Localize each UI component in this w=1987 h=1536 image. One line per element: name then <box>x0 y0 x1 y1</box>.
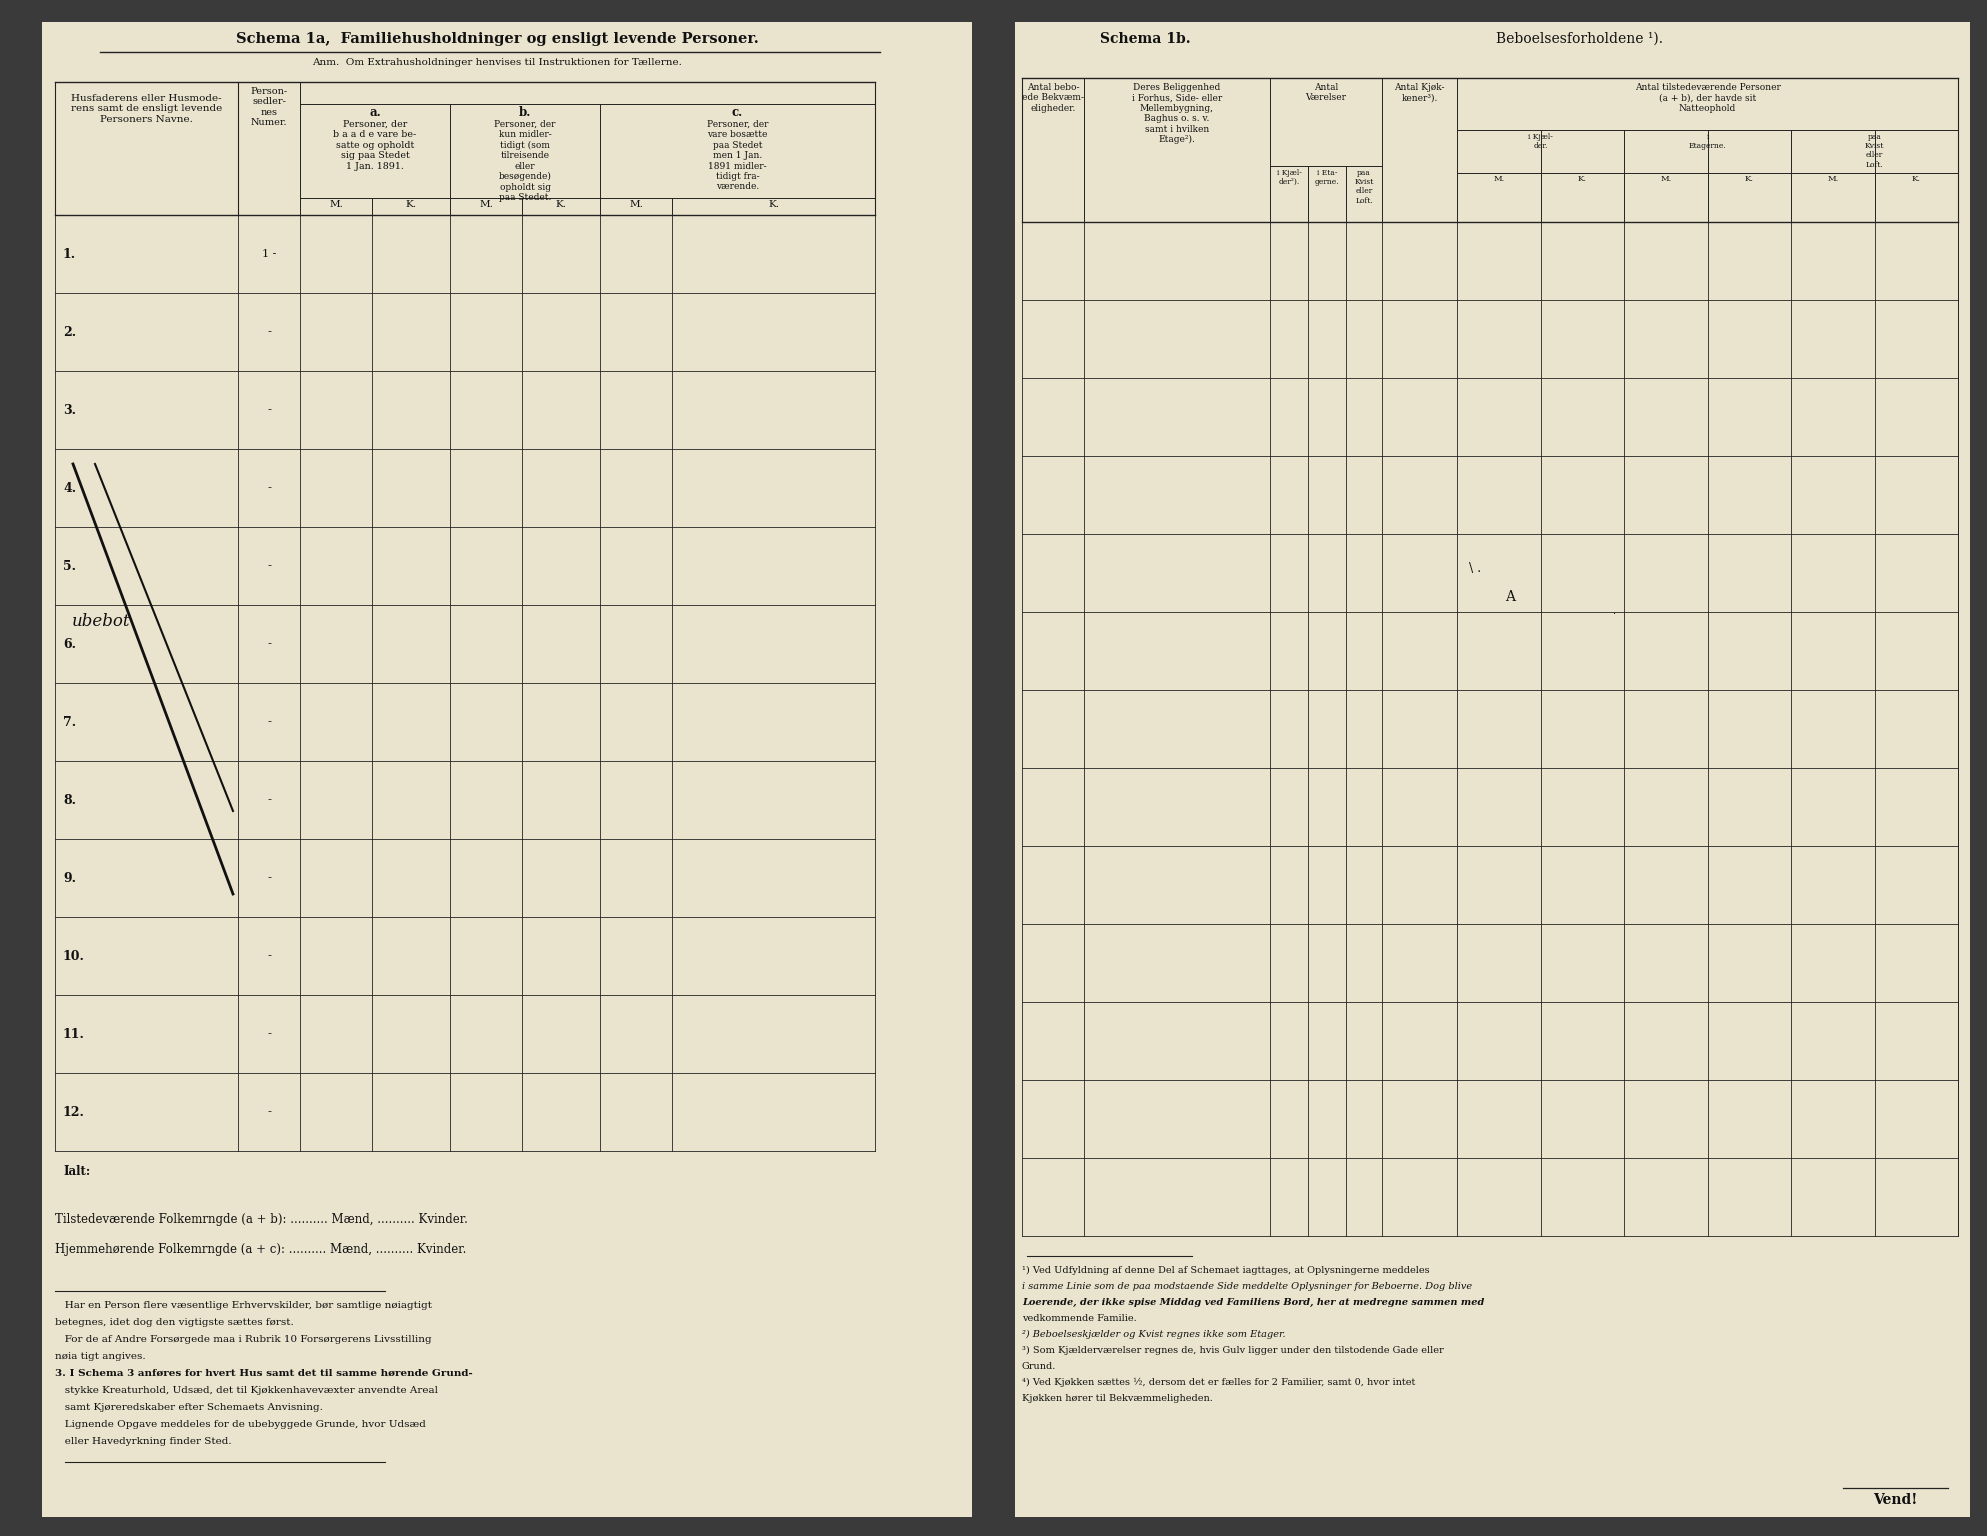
Text: K.: K. <box>1578 175 1588 183</box>
Text: M.: M. <box>1492 175 1504 183</box>
Text: \ .: \ . <box>1468 562 1480 574</box>
Text: Schema 1a,  Familiehusholdninger og ensligt levende Personer.: Schema 1a, Familiehusholdninger og ensli… <box>236 32 759 46</box>
Text: ubebot: ubebot <box>72 613 131 630</box>
Text: Schema 1b.: Schema 1b. <box>1101 32 1190 46</box>
Text: Antal
Værelser: Antal Værelser <box>1305 83 1347 103</box>
Text: Tilstedeværende Folkemrngde (a + b): .......... Mænd, .......... Kvinder.: Tilstedeværende Folkemrngde (a + b): ...… <box>56 1213 467 1226</box>
Text: 1.: 1. <box>64 247 76 261</box>
Text: paa
Kvist
eller
Loft.: paa Kvist eller Loft. <box>1355 169 1373 204</box>
Text: Husfaderens eller Husmode-
rens samt de ensligt levende
Personers Navne.: Husfaderens eller Husmode- rens samt de … <box>72 94 223 124</box>
Text: M.: M. <box>330 200 344 209</box>
Text: Anm.  Om Extrahusholdninger henvises til Instruktionen for Tællerne.: Anm. Om Extrahusholdninger henvises til … <box>312 58 682 68</box>
Text: 8.: 8. <box>64 794 76 806</box>
Text: M.: M. <box>1828 175 1838 183</box>
Text: ¹) Ved Udfyldning af denne Del af Schemaet iagttages, at Oplysningerne meddeles: ¹) Ved Udfyldning af denne Del af Schema… <box>1021 1266 1429 1275</box>
Text: K.: K. <box>405 200 417 209</box>
Text: 1 -: 1 - <box>262 249 276 260</box>
Text: i
Etagerne.: i Etagerne. <box>1689 134 1727 151</box>
Text: 6.: 6. <box>64 637 76 651</box>
Text: M.: M. <box>630 200 644 209</box>
Bar <box>42 22 972 1518</box>
Text: b.: b. <box>519 106 531 118</box>
Text: K.: K. <box>556 200 566 209</box>
Text: Deres Beliggenhed
i Forhus, Side- eller
Mellembygning,
Baghus o. s. v.
samt i hv: Deres Beliggenhed i Forhus, Side- eller … <box>1133 83 1222 144</box>
Text: Personer, der
vare bosætte
paa Stedet
men 1 Jan.
1891 midler-
tidigt fra-
værend: Personer, der vare bosætte paa Stedet me… <box>707 120 769 192</box>
Text: -: - <box>266 871 270 885</box>
Text: 11.: 11. <box>64 1028 85 1040</box>
Text: K.: K. <box>1745 175 1755 183</box>
Text: -: - <box>266 1028 270 1040</box>
Text: samt Kjøreredskaber efter Schemaets Anvisning.: samt Kjøreredskaber efter Schemaets Anvi… <box>56 1402 322 1412</box>
Text: A: A <box>1504 590 1514 604</box>
Text: -: - <box>266 481 270 495</box>
Text: 10.: 10. <box>64 949 85 963</box>
Text: c.: c. <box>731 106 743 118</box>
Text: -: - <box>266 326 270 338</box>
Text: Loerende, der ikke spise Middag ved Familiens Bord, her at medregne sammen med: Loerende, der ikke spise Middag ved Fami… <box>1021 1298 1484 1307</box>
Text: -: - <box>266 716 270 728</box>
Text: stykke Kreaturhold, Udsæd, det til Kjøkkenhavevæxter anvendte Areal: stykke Kreaturhold, Udsæd, det til Kjøkk… <box>56 1385 437 1395</box>
Text: i samme Linie som de paa modstaende Side meddelte Oplysninger for Beboerne. Dog : i samme Linie som de paa modstaende Side… <box>1021 1283 1472 1290</box>
Text: Har en Person flere væsentlige Erhvervskilder, bør samtlige nøiagtigt: Har en Person flere væsentlige Erhvervsk… <box>56 1301 431 1310</box>
Text: 5.: 5. <box>64 559 76 573</box>
Text: nøia tigt angives.: nøia tigt angives. <box>56 1352 145 1361</box>
Text: 3. I Schema 3 anføres for hvert Hus samt det til samme hørende Grund-: 3. I Schema 3 anføres for hvert Hus samt… <box>56 1369 473 1378</box>
Text: M.: M. <box>479 200 493 209</box>
Text: Personer, der
kun midler-
tidigt (som
tilreisende
eller
besøgende)
opholdt sig
p: Personer, der kun midler- tidigt (som ti… <box>495 120 556 203</box>
Text: 9.: 9. <box>64 871 76 885</box>
Text: 3.: 3. <box>64 404 76 416</box>
Text: i Eta-
gerne.: i Eta- gerne. <box>1315 169 1339 186</box>
Text: i Kjæl-
der.: i Kjæl- der. <box>1528 134 1554 151</box>
Text: Antal Kjøk-
kener³).: Antal Kjøk- kener³). <box>1395 83 1445 103</box>
Text: K.: K. <box>1911 175 1921 183</box>
Text: 12.: 12. <box>64 1106 85 1118</box>
Text: Ialt:: Ialt: <box>64 1164 89 1178</box>
Text: Vend!: Vend! <box>1874 1493 1917 1507</box>
Text: ³) Som Kjælderværelser regnes de, hvis Gulv ligger under den tilstodende Gade el: ³) Som Kjælderværelser regnes de, hvis G… <box>1021 1346 1445 1355</box>
Text: K.: K. <box>769 200 779 209</box>
Text: 7.: 7. <box>64 716 76 728</box>
Text: Personer, der
b a a d e vare be-
satte og opholdt
sig paa Stedet
1 Jan. 1891.: Personer, der b a a d e vare be- satte o… <box>334 120 417 170</box>
Text: Lignende Opgave meddeles for de ubebyggede Grunde, hvor Udsæd: Lignende Opgave meddeles for de ubebygge… <box>56 1419 425 1428</box>
Text: betegnes, idet dog den vigtigste sættes først.: betegnes, idet dog den vigtigste sættes … <box>56 1318 294 1327</box>
Text: 2.: 2. <box>64 326 76 338</box>
Text: Person-
sedler-
nes
Numer.: Person- sedler- nes Numer. <box>250 88 288 127</box>
Text: paa
Kvist
eller
Loft.: paa Kvist eller Loft. <box>1866 134 1884 169</box>
Text: ⁴) Ved Kjøkken sættes ½, dersom det er fælles for 2 Familier, samt 0, hvor intet: ⁴) Ved Kjøkken sættes ½, dersom det er f… <box>1021 1378 1415 1387</box>
Text: Antal bebo-
ede Bekvæm-
eligheder.: Antal bebo- ede Bekvæm- eligheder. <box>1021 83 1085 112</box>
Text: 4.: 4. <box>64 481 76 495</box>
Text: a.: a. <box>370 106 382 118</box>
Text: ²) Beboelseskjælder og Kvist regnes ikke som Etager.: ²) Beboelseskjælder og Kvist regnes ikke… <box>1021 1330 1286 1339</box>
Text: Kjøkken hører til Bekvæmmeligheden.: Kjøkken hører til Bekvæmmeligheden. <box>1021 1395 1212 1402</box>
Text: Beboelsesforholdene ¹).: Beboelsesforholdene ¹). <box>1496 32 1663 46</box>
Text: -: - <box>266 637 270 651</box>
Text: -: - <box>266 559 270 573</box>
Text: -: - <box>266 949 270 963</box>
Text: i Kjæl-
der²).: i Kjæl- der²). <box>1276 169 1301 186</box>
Text: vedkommende Familie.: vedkommende Familie. <box>1021 1313 1137 1322</box>
Text: -: - <box>266 794 270 806</box>
Bar <box>1015 22 1969 1518</box>
Text: .: . <box>1611 607 1615 616</box>
Text: -: - <box>266 404 270 416</box>
Text: -: - <box>266 1106 270 1118</box>
Text: Grund.: Grund. <box>1021 1362 1057 1372</box>
Text: Hjemmehørende Folkemrngde (a + c): .......... Mænd, .......... Kvinder.: Hjemmehørende Folkemrngde (a + c): .....… <box>56 1243 467 1256</box>
Text: For de af Andre Forsørgede maa i Rubrik 10 Forsørgerens Livsstilling: For de af Andre Forsørgede maa i Rubrik … <box>56 1335 431 1344</box>
Text: Antal tilstedeværende Personer
(a + b), der havde sit
Natteophold: Antal tilstedeværende Personer (a + b), … <box>1635 83 1780 112</box>
Text: eller Havedyrkning finder Sted.: eller Havedyrkning finder Sted. <box>56 1438 232 1445</box>
Text: M.: M. <box>1659 175 1671 183</box>
